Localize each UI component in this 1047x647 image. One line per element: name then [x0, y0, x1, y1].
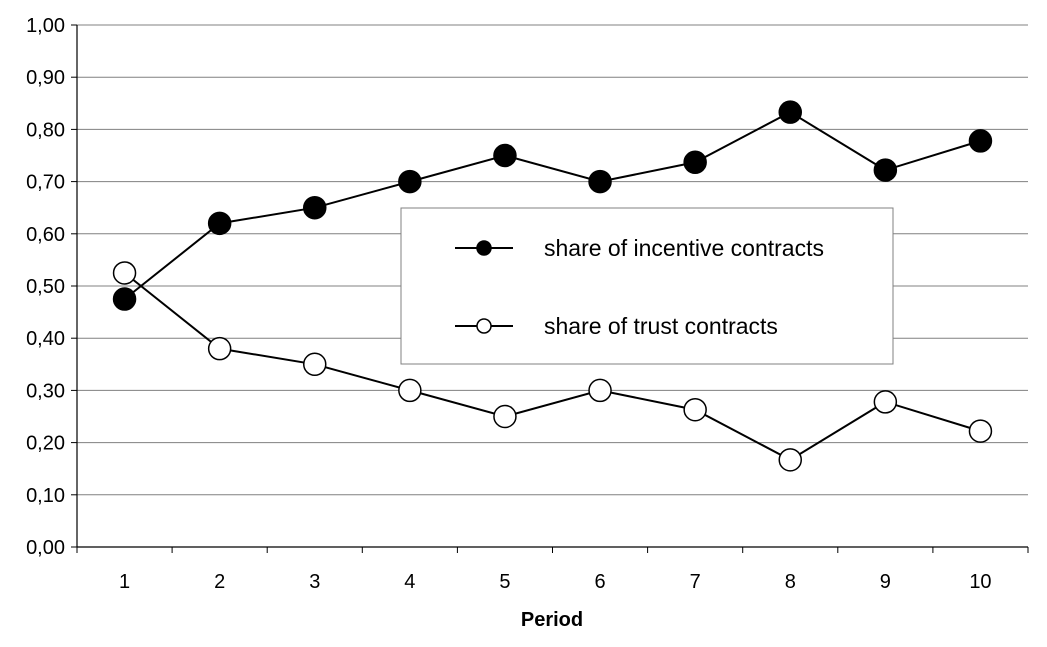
data-point	[683, 397, 707, 422]
legend: share of incentive contracts share of tr…	[400, 207, 894, 365]
data-point	[588, 169, 612, 194]
data-point	[873, 390, 898, 414]
x-tick-label: 8	[785, 571, 796, 593]
series-2	[112, 261, 993, 472]
legend-marker-incentive	[476, 240, 492, 256]
data-point	[968, 419, 993, 443]
y-axis-ticks: 0,00 0,10 0,20 0,30 0,40 0,50 0,60 0,70 0,80 0,90…	[26, 15, 77, 559]
y-tick-label: 0,30	[26, 380, 65, 402]
y-tick-label: 0,90	[26, 67, 65, 89]
legend-label-trust: share of trust contracts	[544, 313, 778, 339]
x-tick-label: 4	[404, 571, 415, 593]
data-point	[778, 100, 802, 124]
y-tick-label: 0,50	[26, 276, 65, 298]
data-point	[588, 378, 612, 403]
data-point	[112, 261, 137, 285]
series-1	[112, 100, 993, 311]
series-group	[112, 100, 993, 472]
data-point	[303, 352, 327, 377]
data-point	[873, 158, 898, 182]
series-line	[123, 272, 981, 461]
data-point	[207, 336, 232, 361]
x-tick-label: 7	[690, 571, 701, 593]
y-tick-label: 0,60	[26, 224, 65, 246]
data-point	[778, 448, 802, 472]
x-tick-label: 9	[880, 571, 891, 593]
series-line	[123, 111, 981, 300]
data-point	[398, 378, 422, 403]
y-tick-label: 0,40	[26, 328, 65, 350]
data-point	[493, 143, 517, 168]
x-tick-label: 10	[969, 571, 991, 593]
data-point	[683, 150, 707, 175]
x-tick-label: 5	[499, 571, 510, 593]
legend-label-incentive: share of incentive contracts	[544, 235, 824, 261]
y-tick-label: 1,00	[26, 15, 65, 37]
x-tick-label: 1	[119, 571, 130, 593]
x-axis-ticks: 1 2 3 4 5 6 7 8 9 10	[76, 547, 1029, 593]
data-point	[303, 195, 327, 220]
y-tick-label: 0,20	[26, 433, 65, 455]
data-point	[398, 169, 422, 194]
x-axis-title: Period	[521, 609, 583, 631]
data-point	[112, 287, 137, 311]
y-tick-label: 0,00	[26, 537, 65, 559]
y-tick-label: 0,70	[26, 172, 65, 194]
legend-box	[400, 207, 894, 365]
data-point	[968, 129, 993, 153]
x-tick-label: 6	[594, 571, 605, 593]
data-point	[493, 404, 517, 429]
x-tick-label: 2	[214, 571, 225, 593]
y-tick-label: 0,10	[26, 485, 65, 507]
legend-marker-trust	[476, 318, 492, 334]
x-tick-label: 3	[309, 571, 320, 593]
y-tick-label: 0,80	[26, 119, 65, 141]
data-point	[207, 211, 232, 236]
